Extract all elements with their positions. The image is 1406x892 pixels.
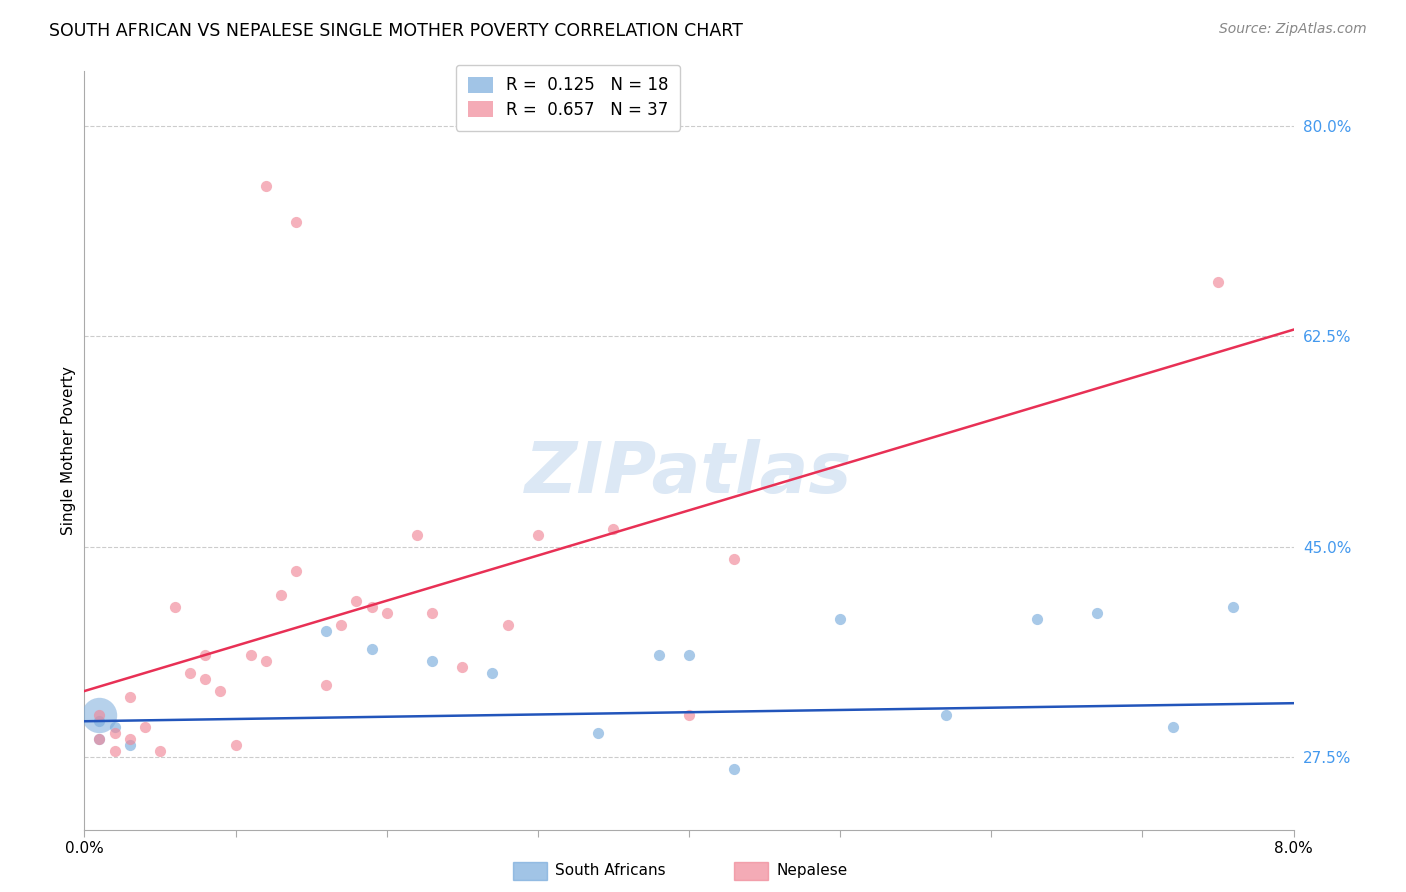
Point — [1222, 599, 1244, 614]
Point — [481, 666, 503, 681]
Point — [496, 618, 519, 632]
Text: Nepalese: Nepalese — [776, 863, 848, 878]
Point — [420, 606, 443, 620]
Point — [254, 654, 277, 668]
Point — [420, 654, 443, 668]
Point — [194, 648, 217, 662]
Point — [723, 551, 745, 566]
Point — [375, 606, 398, 620]
Text: ZIPatlas: ZIPatlas — [526, 439, 852, 508]
Point — [179, 666, 201, 681]
Point — [254, 178, 277, 193]
Point — [225, 739, 247, 753]
Point — [648, 648, 671, 662]
Text: South Africans: South Africans — [555, 863, 666, 878]
Point — [1161, 720, 1184, 734]
Point — [239, 648, 262, 662]
Point — [270, 588, 292, 602]
Point — [89, 732, 111, 747]
Point — [830, 612, 852, 626]
Point — [1206, 275, 1229, 289]
Point — [209, 684, 232, 698]
Point — [588, 726, 610, 740]
Point — [330, 618, 353, 632]
Point — [134, 720, 156, 734]
Point — [118, 732, 141, 747]
Point — [360, 599, 382, 614]
Legend: R =  0.125   N = 18, R =  0.657   N = 37: R = 0.125 N = 18, R = 0.657 N = 37 — [456, 64, 681, 130]
Point — [406, 527, 429, 541]
Text: SOUTH AFRICAN VS NEPALESE SINGLE MOTHER POVERTY CORRELATION CHART: SOUTH AFRICAN VS NEPALESE SINGLE MOTHER … — [49, 22, 744, 40]
Point — [104, 720, 127, 734]
Point — [89, 708, 111, 723]
Y-axis label: Single Mother Poverty: Single Mother Poverty — [60, 366, 76, 535]
Point — [315, 624, 337, 638]
Point — [194, 672, 217, 686]
Point — [285, 215, 308, 229]
Point — [165, 599, 187, 614]
Point — [104, 726, 127, 740]
Point — [89, 708, 111, 723]
Text: Source: ZipAtlas.com: Source: ZipAtlas.com — [1219, 22, 1367, 37]
Point — [1085, 606, 1108, 620]
Point — [285, 564, 308, 578]
Point — [118, 739, 141, 753]
Point — [527, 527, 550, 541]
Point — [89, 732, 111, 747]
Point — [118, 690, 141, 705]
Point — [678, 708, 700, 723]
Point — [602, 522, 624, 536]
Point — [1025, 612, 1047, 626]
Point — [723, 763, 745, 777]
Point — [360, 642, 382, 657]
Point — [935, 708, 957, 723]
Point — [678, 648, 700, 662]
Point — [149, 744, 172, 758]
Point — [104, 744, 127, 758]
Point — [315, 678, 337, 692]
Point — [89, 714, 111, 729]
Point — [451, 660, 474, 674]
Point — [346, 594, 368, 608]
